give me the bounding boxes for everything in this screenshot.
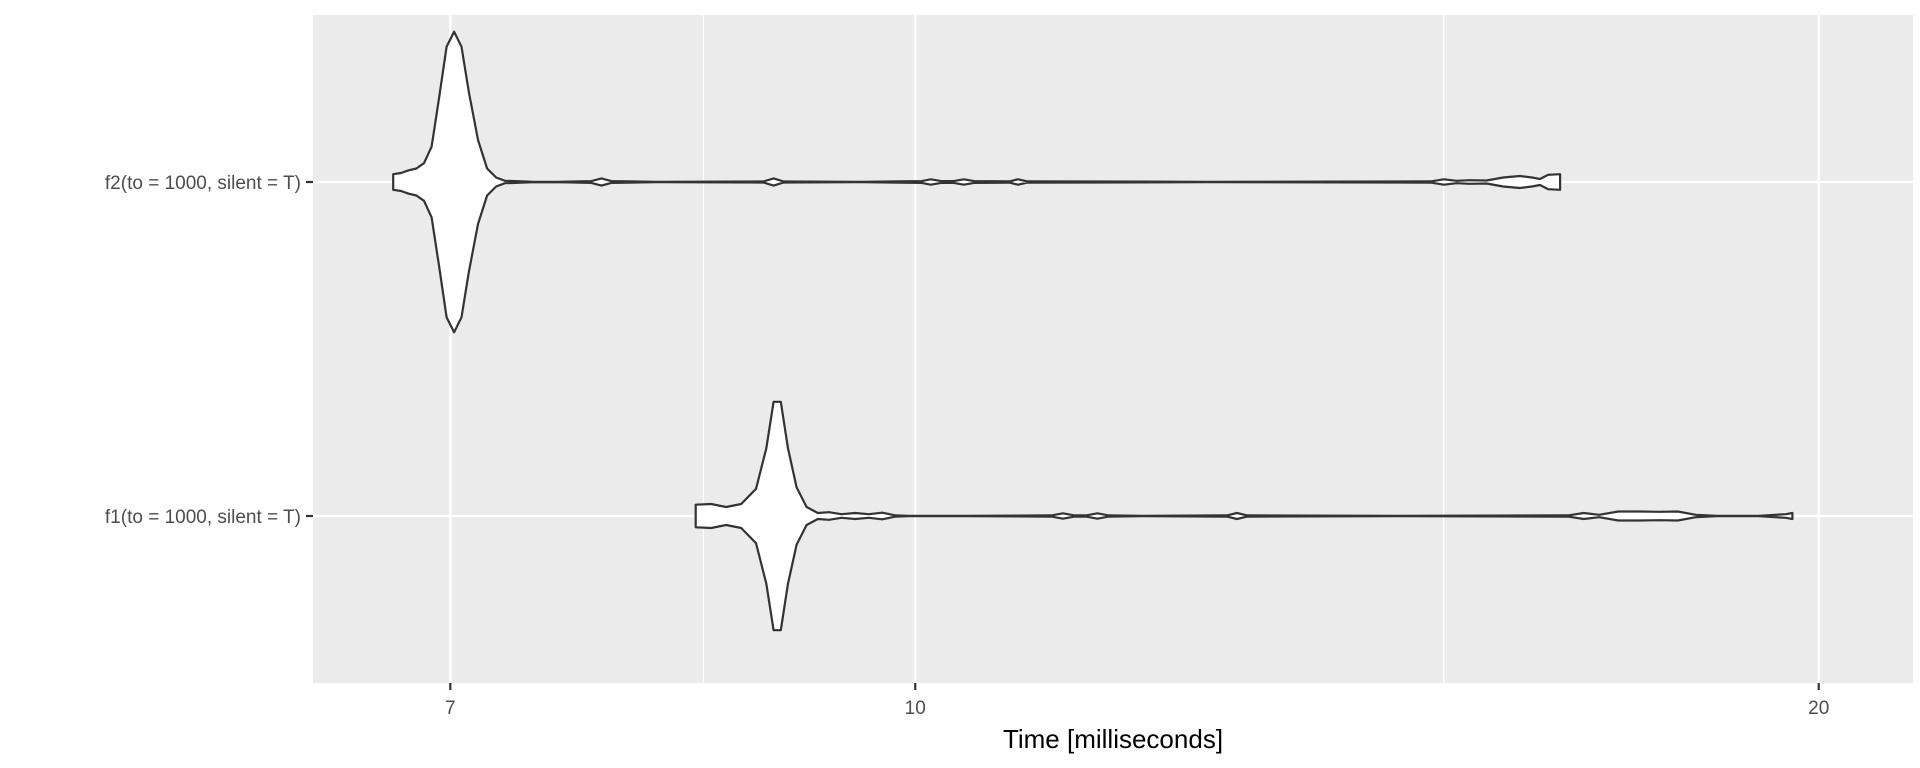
x-tick-label-0: 7 (445, 698, 456, 719)
x-tick-label-2: 20 (1808, 698, 1829, 719)
y-axis: f2(to = 1000, silent = T) f1(to = 1000, s… (105, 173, 313, 528)
panel-background (313, 15, 1913, 683)
violins (392, 30, 1794, 632)
y-tick-label-0: f2(to = 1000, silent = T) (105, 173, 301, 194)
y-tick-label-1: f1(to = 1000, silent = T) (105, 507, 301, 528)
violin-1 (694, 400, 1794, 632)
x-tick-label-1: 10 (905, 698, 926, 719)
violin-0 (392, 30, 1562, 334)
minor-gridlines (702, 15, 1445, 683)
x-axis: 7 10 20 (445, 683, 1829, 719)
x-axis-title: Time [milliseconds] (1003, 724, 1223, 754)
